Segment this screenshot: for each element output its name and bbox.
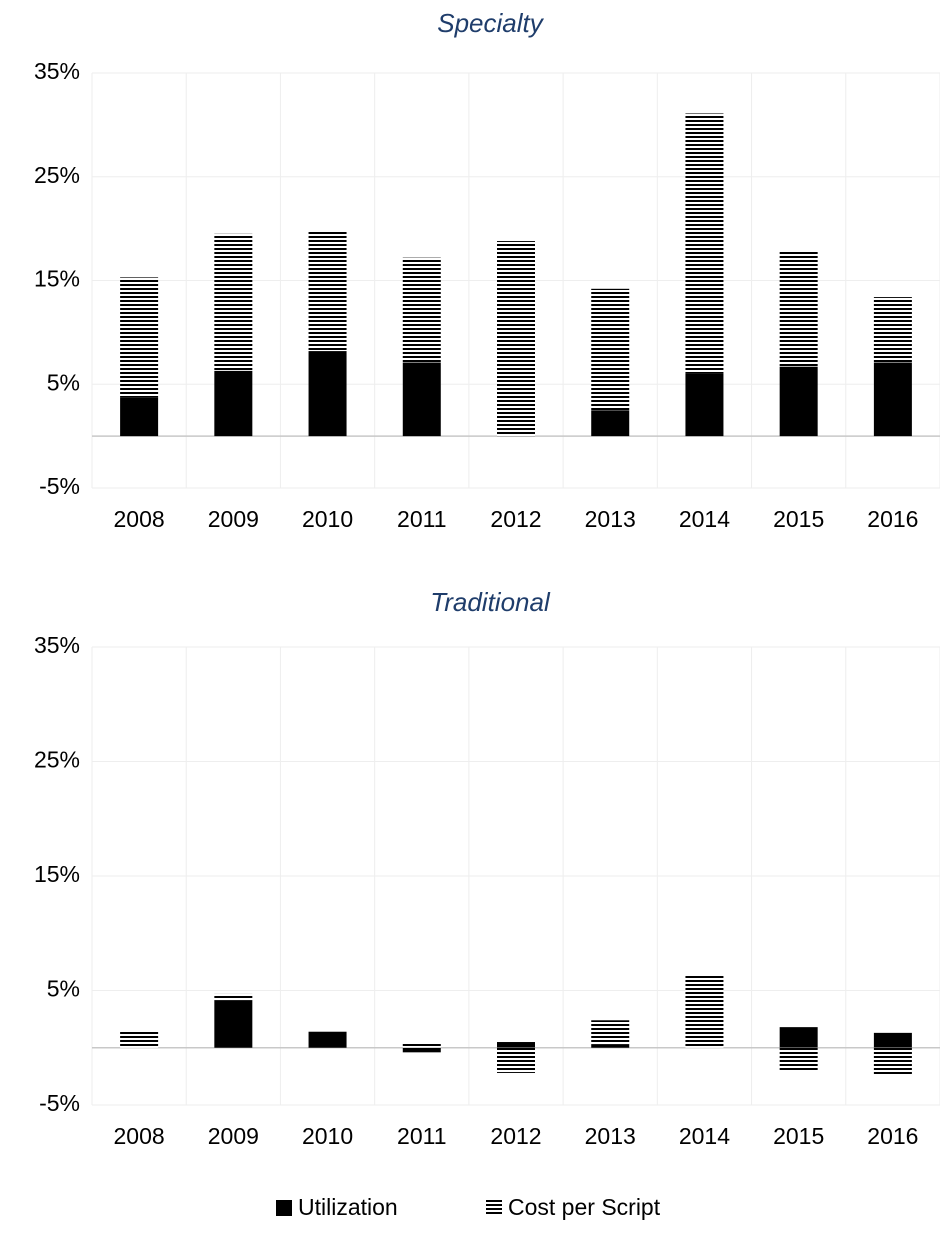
x-tick-label: 2013 — [585, 1123, 636, 1149]
y-tick-label: -5% — [39, 473, 80, 499]
bar — [685, 974, 724, 1048]
x-tick-label: 2014 — [679, 506, 730, 532]
bar — [120, 397, 159, 437]
bar — [685, 373, 724, 437]
bar — [497, 1042, 535, 1048]
bar — [873, 297, 912, 363]
x-tick-label: 2016 — [867, 506, 918, 532]
bar — [873, 1032, 912, 1048]
x-tick-label: 2013 — [585, 506, 636, 532]
y-tick-label: 25% — [34, 162, 80, 188]
bar — [497, 241, 535, 437]
bar — [873, 362, 912, 437]
bar — [120, 1031, 159, 1048]
bar — [591, 1020, 630, 1045]
bar — [308, 1031, 347, 1048]
bar — [591, 410, 630, 437]
bar — [779, 251, 818, 367]
y-tick-label: 25% — [34, 747, 80, 773]
y-tick-label: 35% — [34, 58, 80, 84]
x-tick-label: 2011 — [397, 506, 446, 532]
x-tick-label: 2014 — [679, 1123, 730, 1149]
legend-swatch — [486, 1200, 502, 1216]
x-tick-label: 2010 — [302, 506, 353, 532]
bar — [402, 1043, 441, 1048]
x-tick-label: 2008 — [114, 506, 165, 532]
bar — [120, 277, 159, 398]
bar — [214, 370, 253, 437]
chart-title: Specialty — [437, 8, 544, 38]
y-tick-label: 35% — [34, 632, 80, 658]
legend-label: Cost per Script — [508, 1194, 661, 1220]
x-tick-label: 2015 — [773, 506, 824, 532]
bar — [214, 233, 253, 371]
x-tick-label: 2012 — [490, 506, 541, 532]
legend-label: Utilization — [298, 1194, 398, 1220]
bar — [402, 362, 441, 437]
bar — [779, 1027, 818, 1048]
x-tick-label: 2009 — [208, 506, 259, 532]
x-tick-label: 2010 — [302, 1123, 353, 1149]
bar — [214, 993, 253, 1001]
y-tick-label: 5% — [47, 369, 80, 395]
x-tick-label: 2012 — [490, 1123, 541, 1149]
bar — [497, 1047, 535, 1073]
bar — [591, 1044, 630, 1048]
x-tick-label: 2009 — [208, 1123, 259, 1149]
bar — [214, 1000, 253, 1048]
bar — [685, 113, 724, 374]
x-tick-label: 2011 — [397, 1123, 446, 1149]
bar — [779, 1047, 818, 1072]
y-tick-label: 15% — [34, 266, 80, 292]
y-tick-label: -5% — [39, 1090, 80, 1116]
bar — [873, 1047, 912, 1075]
bar — [402, 257, 441, 363]
bar — [779, 366, 818, 437]
x-tick-label: 2008 — [114, 1123, 165, 1149]
y-tick-label: 5% — [47, 976, 80, 1002]
legend-swatch — [276, 1200, 292, 1216]
bar — [591, 288, 630, 411]
bar — [402, 1047, 441, 1053]
chart-title: Traditional — [430, 587, 551, 617]
x-tick-label: 2015 — [773, 1123, 824, 1149]
bar — [308, 230, 347, 352]
x-tick-label: 2016 — [867, 1123, 918, 1149]
bar — [308, 351, 347, 437]
y-tick-label: 15% — [34, 861, 80, 887]
